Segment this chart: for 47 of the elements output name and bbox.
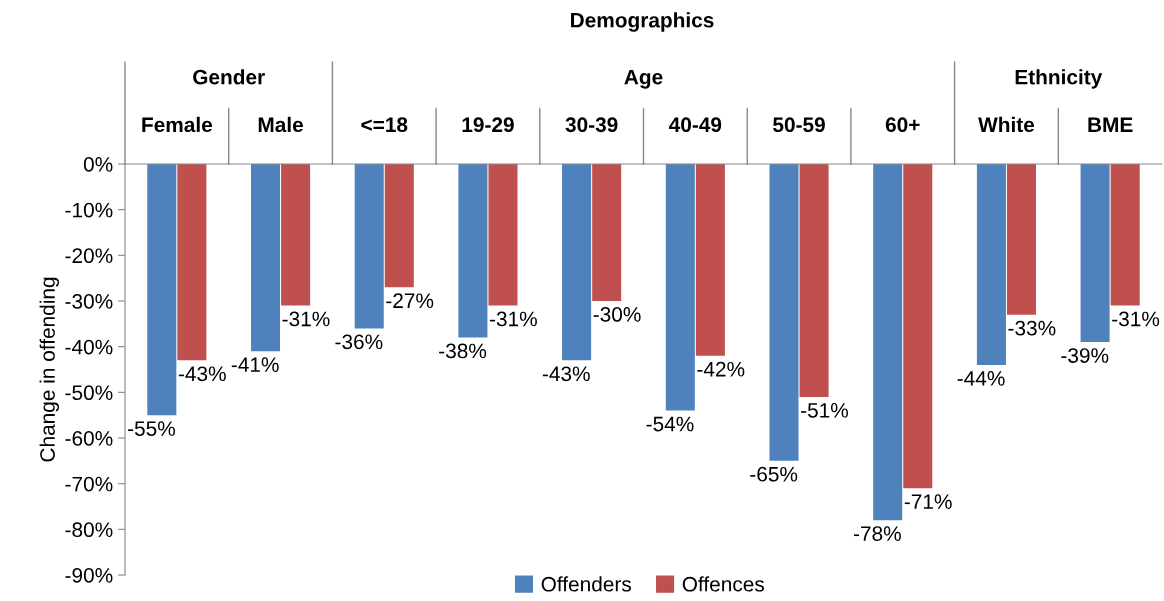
data-label: -71%: [904, 494, 952, 509]
data-label: -30%: [593, 307, 641, 322]
data-label: -36%: [335, 334, 383, 350]
y-tick-label: -20%: [65, 248, 113, 264]
data-label: -27%: [386, 293, 434, 308]
data-label: -31%: [282, 311, 330, 327]
data-label: -33%: [1008, 320, 1056, 336]
x-tick-label: 30-39: [565, 117, 618, 133]
chart-title: Demographics: [571, 12, 714, 32]
y-tick-label: -40%: [65, 339, 113, 355]
y-tick-label: -30%: [65, 294, 113, 309]
data-label: -65%: [750, 466, 798, 482]
data-label: -51%: [801, 403, 849, 418]
x-tick-label: BME: [1088, 117, 1133, 132]
y-tick-label: 0%: [83, 157, 113, 172]
legend-label: Offences: [682, 576, 765, 592]
data-label: -43%: [178, 366, 226, 382]
y-tick-label: -60%: [65, 431, 113, 446]
data-label: -42%: [697, 361, 745, 377]
x-tick-label: 40-49: [669, 117, 722, 133]
text: Ethnicity: [1015, 69, 1103, 89]
x-tick-label: 60+: [885, 117, 920, 133]
x-tick-label: 50-59: [773, 117, 825, 133]
legend-label: Offenders: [541, 576, 632, 592]
x-tick-label: <=18: [361, 117, 408, 133]
x-tick-label: Female: [142, 116, 213, 133]
data-label: -78%: [853, 526, 901, 541]
data-label: -39%: [1061, 348, 1109, 363]
x-tick-label: White: [978, 116, 1035, 133]
y-tick-label: -80%: [65, 522, 113, 538]
y-tick-label: -70%: [65, 476, 113, 492]
y-tick-label: -50%: [65, 385, 113, 401]
y-tick-label: -10%: [65, 202, 113, 218]
data-label: -31%: [489, 311, 537, 327]
data-label: -43%: [542, 366, 590, 382]
data-label: -31%: [1112, 311, 1160, 327]
y-tick-label: -90%: [65, 568, 113, 583]
data-label: -44%: [957, 371, 1005, 386]
x-tick-label: Male: [258, 116, 303, 133]
data-label: -41%: [231, 357, 279, 372]
x-tick-label: 19-29: [462, 117, 514, 133]
data-label: -55%: [128, 421, 176, 436]
data-label: -54%: [646, 416, 694, 432]
data-label: -38%: [439, 343, 487, 359]
text: Gender: [193, 69, 265, 85]
text: Age: [624, 69, 663, 89]
y-axis-title: Change in offending: [39, 277, 60, 462]
